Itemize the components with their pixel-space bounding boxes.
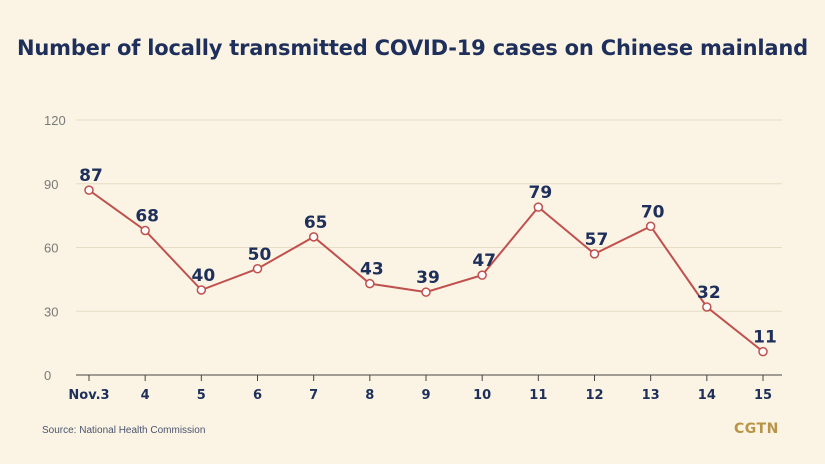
x-tick-label: 8	[365, 388, 374, 403]
x-tick-label: 14	[698, 388, 716, 403]
y-tick-label: 0	[44, 368, 51, 383]
data-label: 43	[360, 260, 384, 280]
data-label: 32	[697, 283, 721, 303]
y-tick-label: 120	[44, 113, 66, 128]
data-point	[477, 270, 487, 280]
x-axis-ticks: Nov.3 4 5 6 7 8 9 10 11 12 13 14 15	[68, 375, 772, 403]
x-tick-label: Nov.3	[68, 388, 109, 403]
data-point	[84, 185, 94, 195]
data-label: 79	[528, 183, 552, 203]
data-label: 65	[304, 213, 328, 233]
data-point	[645, 221, 656, 231]
data-labels: 87 68 40 50 65 43 39 47 79 57 70 32 11	[79, 166, 777, 348]
data-label: 11	[753, 328, 777, 348]
x-tick-label: 15	[754, 388, 772, 403]
data-point	[140, 225, 150, 236]
x-tick-label: 9	[421, 388, 430, 403]
x-tick-label: 12	[585, 388, 603, 403]
y-tick-label: 60	[44, 241, 58, 256]
y-axis-ticks: 0 30 60 90 120	[44, 113, 66, 383]
data-points	[84, 185, 768, 357]
data-label: 47	[472, 251, 496, 271]
gridlines	[76, 119, 782, 312]
data-point	[252, 264, 263, 274]
x-tick-label: 6	[253, 388, 262, 403]
x-tick-label: 11	[529, 388, 547, 403]
data-label: 70	[641, 202, 665, 222]
y-tick-label: 30	[44, 304, 58, 319]
data-point	[589, 249, 600, 259]
data-label: 50	[248, 245, 272, 265]
data-point	[421, 287, 431, 297]
data-point	[196, 285, 207, 295]
x-tick-label: 5	[197, 388, 206, 403]
x-tick-label: 4	[141, 388, 150, 403]
y-tick-label: 90	[44, 177, 58, 192]
data-label: 87	[79, 166, 103, 186]
data-label: 68	[135, 207, 159, 227]
data-point	[308, 232, 319, 242]
data-label: 39	[416, 268, 440, 288]
source-note: Source: National Health Commission	[42, 425, 206, 436]
data-point	[533, 202, 544, 212]
data-point	[702, 302, 712, 312]
cgtn-logo: CGTN	[734, 421, 779, 437]
data-point	[758, 346, 768, 357]
x-tick-label: 7	[309, 388, 318, 403]
data-label: 40	[191, 266, 215, 286]
x-tick-label: 10	[473, 388, 491, 403]
data-point	[365, 278, 375, 289]
x-tick-label: 13	[642, 388, 660, 403]
chart-title: Number of locally transmitted COVID-19 c…	[17, 36, 808, 60]
data-label: 57	[585, 230, 609, 250]
